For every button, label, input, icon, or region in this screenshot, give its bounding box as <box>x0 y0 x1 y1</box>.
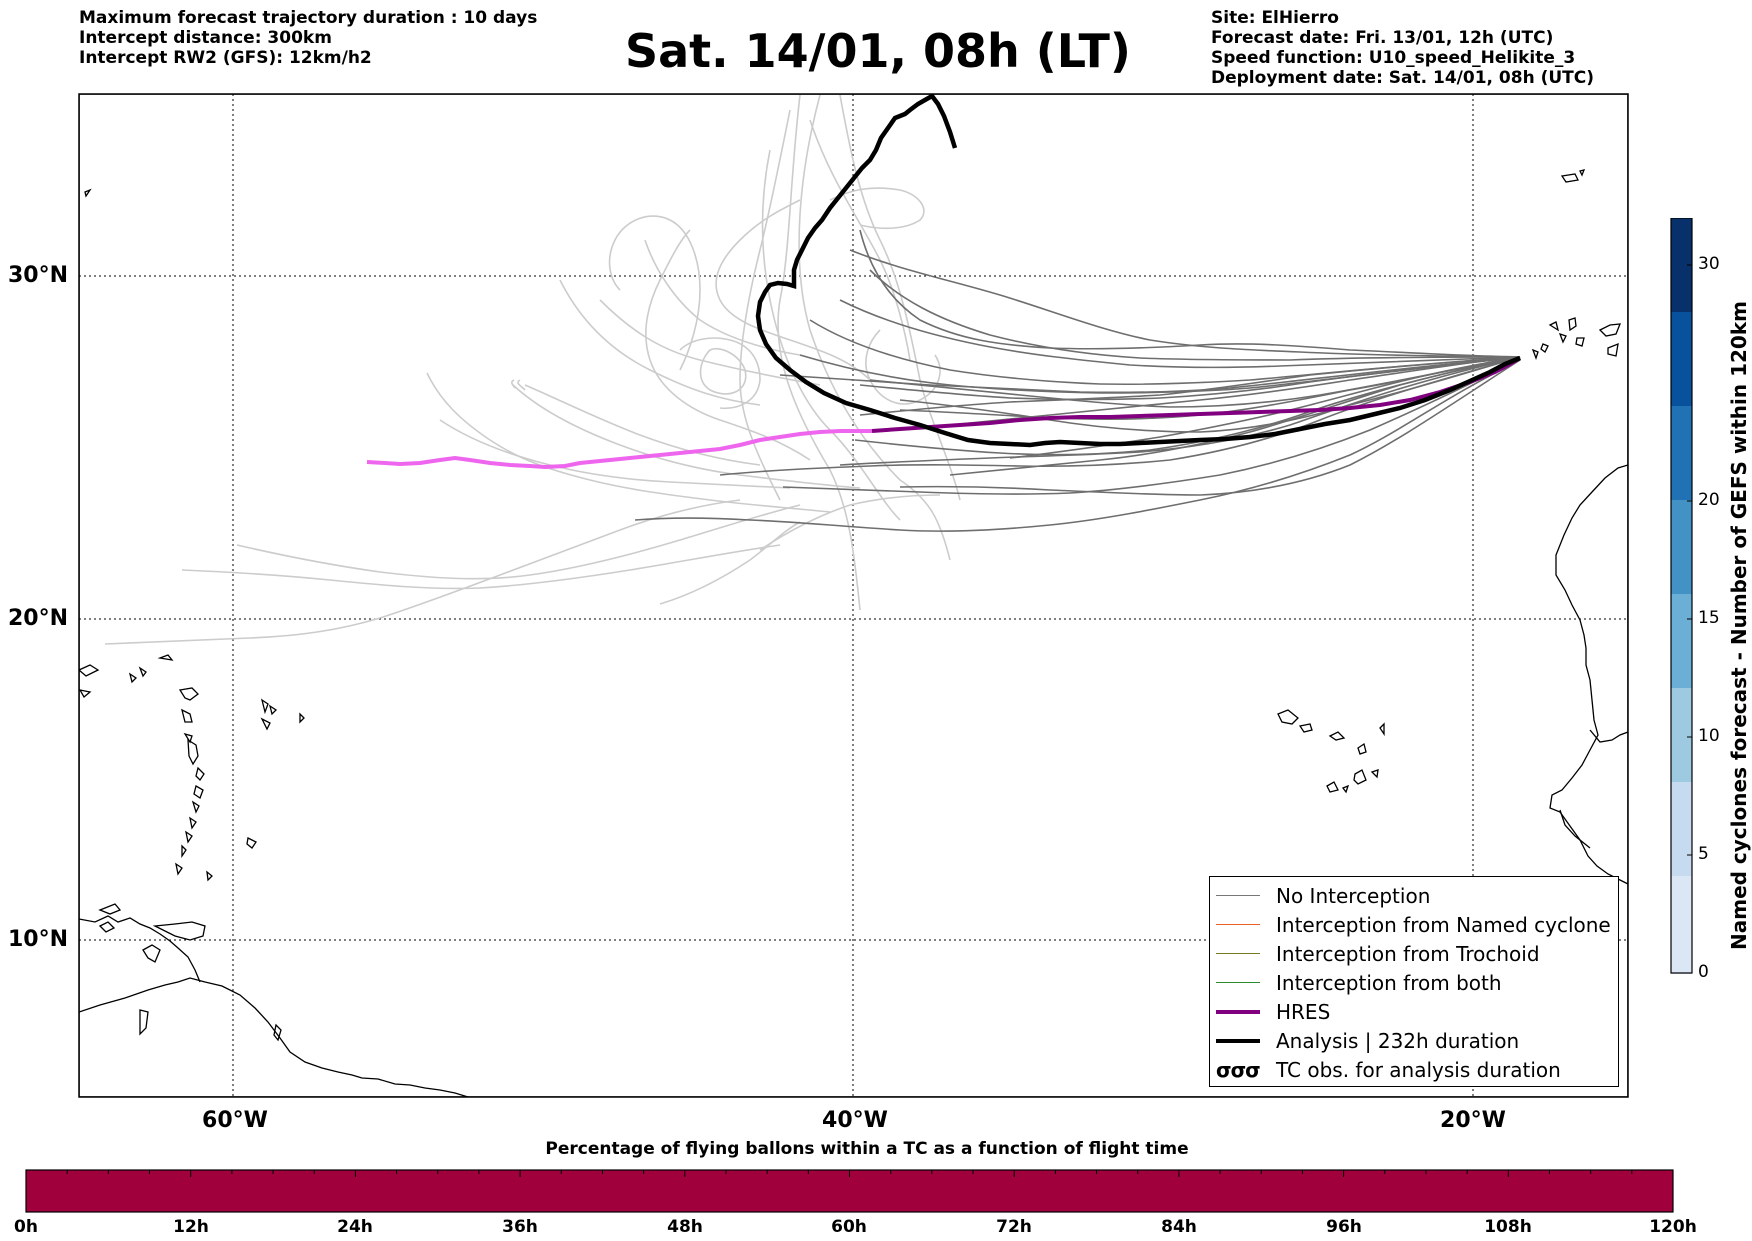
legend-label: Analysis | 232h duration <box>1276 1028 1520 1053</box>
header-right-info: Site: ElHierro Forecast date: Fri. 13/01… <box>1211 8 1594 88</box>
hour-label-60h: 60h <box>831 1217 867 1237</box>
speed-function-text: Speed function: U10_speed_Helikite_3 <box>1211 48 1576 68</box>
colorbar-title: Named cyclones forecast - Number of GEFS… <box>1727 301 1751 950</box>
legend-item-analysis: Analysis | 232h duration <box>1216 1026 1612 1055</box>
map-legend: No Interception Interception from Named … <box>1209 876 1619 1087</box>
lat-label-10n: 10°N <box>8 927 69 952</box>
colorbar-tick-30: 30 <box>1698 254 1720 274</box>
hour-label-120h: 120h <box>1649 1217 1697 1237</box>
legend-label: Interception from Trochoid <box>1276 941 1540 966</box>
legend-item-no-interception: No Interception <box>1216 881 1612 910</box>
hour-label-0h: 0h <box>14 1217 38 1237</box>
lat-label-30n: 30°N <box>8 263 69 288</box>
colorbar-tick-5: 5 <box>1698 844 1709 864</box>
lon-label-60w: 60°W <box>202 1108 268 1133</box>
colorbar-tick-20: 20 <box>1698 490 1720 510</box>
hour-label-72h: 72h <box>996 1217 1032 1237</box>
legend-label: No Interception <box>1276 883 1431 908</box>
tc-symbol-icon: σσσ <box>1216 1057 1261 1082</box>
ensemble-light-trajectories <box>104 94 961 645</box>
legend-label: HRES <box>1276 999 1331 1024</box>
page-title: Sat. 14/01, 08h (LT) <box>625 24 1131 78</box>
hour-label-12h: 12h <box>173 1217 209 1237</box>
intercept-distance-text: Intercept distance: 300km <box>79 28 332 48</box>
deployment-date-text: Deployment date: Sat. 14/01, 08h (UTC) <box>1211 68 1595 88</box>
legend-label: Interception from Named cyclone <box>1276 912 1611 937</box>
legend-swatch-trochoid <box>1216 953 1260 954</box>
legend-item-trochoid: Interception from Trochoid <box>1216 939 1612 968</box>
max-duration-text: Maximum forecast trajectory duration : 1… <box>79 8 538 28</box>
coastlines <box>79 169 1628 1097</box>
hour-label-108h: 108h <box>1484 1217 1532 1237</box>
legend-swatch-hres <box>1216 1009 1260 1014</box>
hour-label-96h: 96h <box>1326 1217 1362 1237</box>
hour-label-48h: 48h <box>667 1217 703 1237</box>
legend-item-hres: HRES <box>1216 997 1612 1026</box>
percentage-bar <box>25 1169 1674 1213</box>
percentage-bar-title: Percentage of flying ballons within a TC… <box>545 1139 1189 1159</box>
legend-item-both: Interception from both <box>1216 968 1612 997</box>
legend-swatch-no-interception <box>1216 895 1260 896</box>
legend-swatch-named-cyclone <box>1216 924 1260 925</box>
intercept-rw2-text: Intercept RW2 (GFS): 12km/h2 <box>79 48 372 68</box>
header-left-info: Maximum forecast trajectory duration : 1… <box>79 8 537 68</box>
legend-item-named-cyclone: Interception from Named cyclone <box>1216 910 1612 939</box>
legend-label: Interception from both <box>1276 970 1502 995</box>
lat-label-20n: 20°N <box>8 606 69 631</box>
forecast-date-text: Forecast date: Fri. 13/01, 12h (UTC) <box>1211 28 1554 48</box>
hour-label-24h: 24h <box>337 1217 373 1237</box>
colorbar-tick-10: 10 <box>1698 726 1720 746</box>
colorbar-tick-15: 15 <box>1698 608 1720 628</box>
legend-item-tc-obs: σσσ TC obs. for analysis duration <box>1216 1055 1612 1084</box>
hour-label-84h: 84h <box>1161 1217 1197 1237</box>
legend-swatch-both <box>1216 982 1260 983</box>
hour-label-36h: 36h <box>502 1217 538 1237</box>
ensemble-no-interception-trajectories <box>634 229 1521 532</box>
legend-swatch-analysis <box>1216 1038 1260 1043</box>
colorbar-tick-0: 0 <box>1698 962 1709 982</box>
lon-label-40w: 40°W <box>822 1108 888 1133</box>
cyclone-colorbar <box>1670 218 1693 974</box>
analysis-track <box>755 94 1521 448</box>
lon-label-20w: 20°W <box>1440 1108 1506 1133</box>
hres-early-track <box>366 429 872 470</box>
legend-label: TC obs. for analysis duration <box>1276 1057 1561 1082</box>
site-text: Site: ElHierro <box>1211 8 1339 28</box>
